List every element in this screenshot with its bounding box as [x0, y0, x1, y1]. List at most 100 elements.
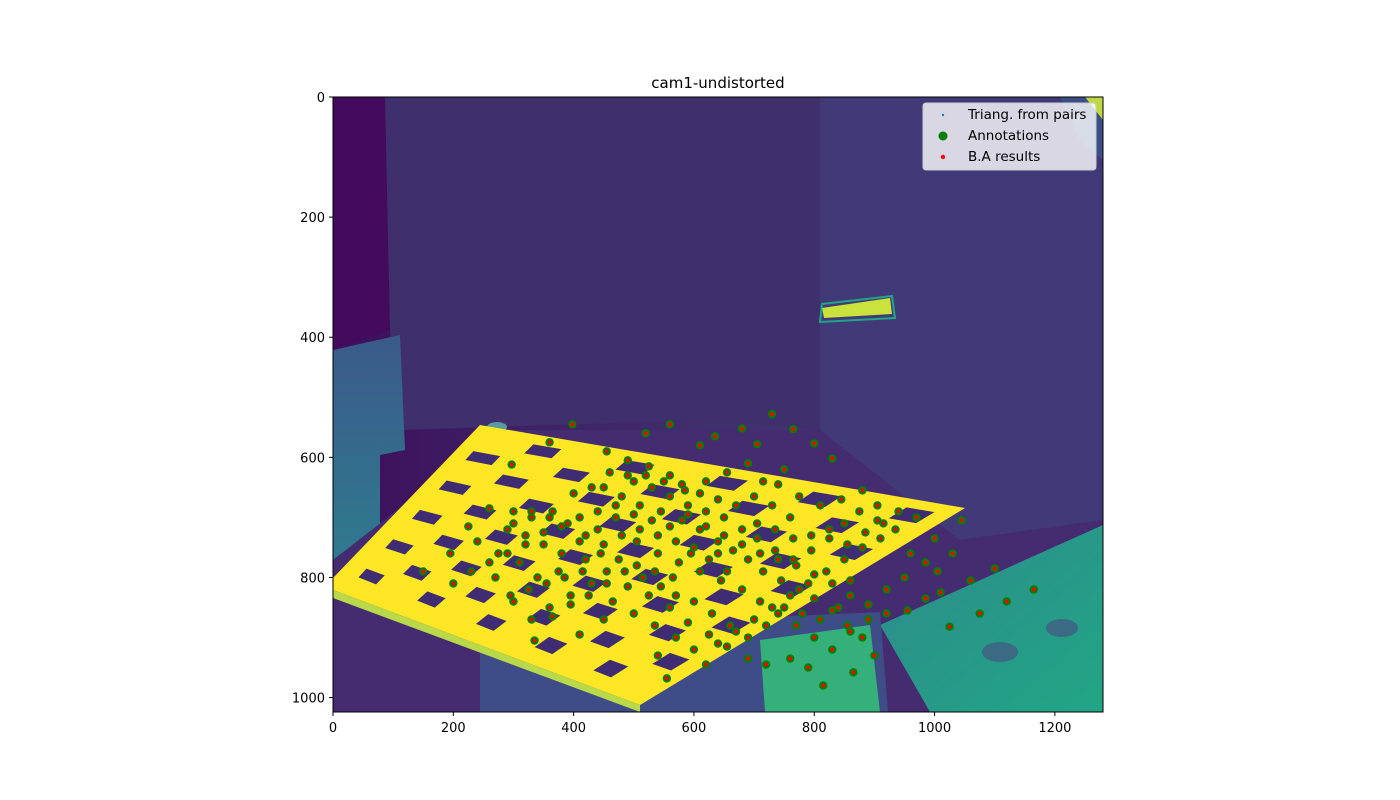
ba-result-point [830, 608, 835, 613]
ba-result-point [598, 551, 603, 556]
ba-result-point [550, 509, 555, 514]
checker-square [577, 491, 615, 507]
ba-result-point [649, 518, 654, 523]
ba-result-point [860, 545, 865, 550]
ba-result-point [667, 605, 672, 610]
ba-result-point [839, 497, 844, 502]
ba-result-point [752, 617, 757, 622]
ba-result-point [740, 527, 745, 532]
ba-result-point [731, 548, 736, 553]
ba-result-point [827, 536, 832, 541]
ba-result-point [682, 488, 687, 493]
ba-result-point [764, 623, 769, 628]
ba-result-point [776, 557, 781, 562]
ba-result-point [770, 412, 775, 417]
axes-frame [332, 96, 1104, 713]
ba-result-point [610, 599, 615, 604]
ba-result-point [794, 623, 799, 628]
checker-square [641, 596, 679, 613]
ba-result-point [857, 509, 862, 514]
ba-result-point [1004, 599, 1009, 604]
ba-result-point [685, 620, 690, 625]
ba-result-point [950, 551, 955, 556]
ba-result-point [712, 434, 717, 439]
ba-result-point [709, 611, 714, 616]
ba-result-point [824, 569, 829, 574]
ba-result-point [595, 527, 600, 532]
ba-result-point [706, 632, 711, 637]
checker-square [475, 614, 507, 631]
ba-result-point [908, 551, 913, 556]
ba-result-point [517, 560, 522, 565]
ba-result-point [968, 578, 973, 583]
ba-result-point [661, 479, 666, 484]
ba-result-point [863, 530, 868, 535]
y-tick-label: 200 [300, 211, 325, 226]
ba-result-point [812, 635, 817, 640]
ba-result-point [634, 563, 639, 568]
ba-result-point [658, 509, 663, 514]
ba-result-point [547, 605, 552, 610]
checker-square [417, 591, 446, 608]
ba-result-point [670, 575, 675, 580]
ba-result-point [577, 539, 582, 544]
checker-square [411, 509, 443, 525]
ba-result-point [755, 521, 760, 526]
legend: Triang. from pairs Annotations B.A resul… [922, 102, 1097, 171]
checker-square [770, 580, 812, 597]
ba-result-point [848, 578, 853, 583]
checker-square [631, 568, 669, 586]
scatter-points [419, 409, 1039, 690]
ba-result-point [589, 581, 594, 586]
ba-result-point [421, 569, 426, 574]
x-tick-label: 0 [329, 721, 337, 736]
ba-result-point [905, 608, 910, 613]
ba-result-point [812, 441, 817, 446]
ba-result-point [601, 617, 606, 622]
checker-square [534, 636, 568, 655]
ba-result-point [719, 578, 724, 583]
ba-result-point [703, 524, 708, 529]
ba-result-point [646, 464, 651, 469]
ba-result-point [532, 638, 537, 643]
ba-result-point [580, 569, 585, 574]
ba-result-point [511, 509, 516, 514]
ba-result-point [604, 569, 609, 574]
ba-result-point [914, 515, 919, 520]
ba-result-point [577, 515, 582, 520]
checker-square [517, 581, 550, 598]
ba-result-point [523, 542, 528, 547]
ba-result-point [637, 503, 642, 508]
ba-result-point [746, 656, 751, 661]
ba-result-point [625, 584, 630, 589]
ba-result-point [529, 509, 534, 514]
ba-result-point [526, 587, 531, 592]
ba-result-point [667, 422, 672, 427]
ba-result-point [559, 551, 564, 556]
ba-result-point [884, 587, 889, 592]
ba-result-point [688, 551, 693, 556]
ba-result-point [716, 497, 720, 502]
ba-result-point [508, 593, 513, 598]
ba-result-point [776, 482, 781, 487]
ba-result-point [725, 569, 730, 574]
ba-result-point [827, 527, 832, 532]
ba-result-point [541, 542, 546, 547]
ba-result-point [667, 494, 672, 499]
ba-result-point [794, 563, 799, 568]
ba-result-point [779, 578, 784, 583]
ba-result-point [541, 530, 546, 535]
ba-result-point [809, 548, 814, 553]
ba-result-point [697, 527, 702, 532]
ba-result-point [604, 449, 609, 454]
x-tick-label: 200 [441, 721, 466, 736]
ba-result-point [722, 533, 727, 538]
ba-result-point [511, 599, 516, 604]
ba-result-point [697, 491, 702, 496]
ba-result-point [806, 665, 811, 670]
ba-result-point [595, 509, 600, 514]
checker-square [385, 539, 414, 555]
ba-result-point [923, 560, 928, 565]
ba-result-point [601, 485, 606, 490]
checker-square [615, 460, 655, 475]
